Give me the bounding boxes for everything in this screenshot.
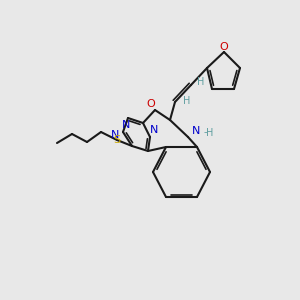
Text: N: N — [122, 120, 130, 130]
Text: N: N — [150, 125, 158, 135]
Text: N: N — [192, 126, 200, 136]
Text: N: N — [111, 130, 119, 140]
Text: H: H — [206, 128, 214, 138]
Text: H: H — [197, 77, 205, 87]
Text: H: H — [183, 96, 191, 106]
Text: -: - — [203, 127, 207, 137]
Text: S: S — [113, 135, 121, 145]
Text: O: O — [147, 99, 155, 109]
Text: O: O — [220, 42, 228, 52]
